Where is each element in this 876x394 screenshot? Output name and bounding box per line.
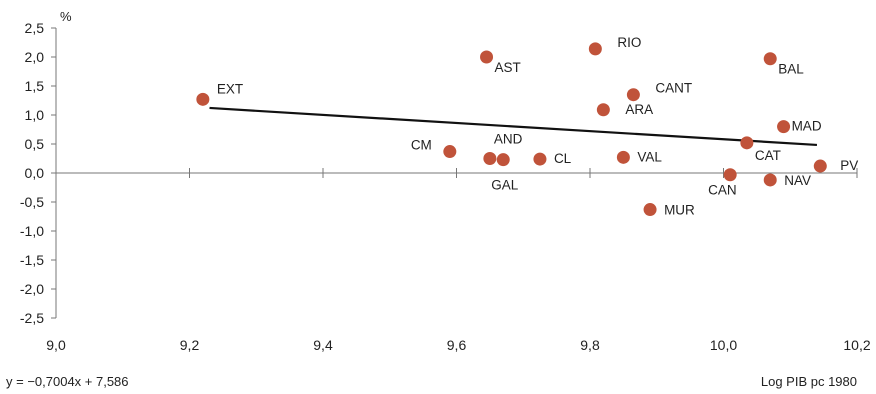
y-tick-label: -0,5 [20, 194, 44, 210]
y-tick-label: 1,0 [25, 107, 45, 123]
point-label-gal: GAL [491, 178, 519, 193]
y-tick-label: -1,0 [20, 223, 44, 239]
y-tick-label: -1,5 [20, 252, 44, 268]
data-point-rio [588, 42, 602, 56]
y-axis-unit-label: % [60, 9, 72, 24]
point-label-ara: ARA [625, 102, 653, 117]
data-point-cat [740, 136, 754, 150]
y-tick-label: 1,5 [25, 78, 45, 94]
data-point-can [723, 168, 737, 182]
data-point-ara [596, 103, 610, 117]
point-label-cant: CANT [655, 81, 692, 96]
point-label-rio: RIO [617, 35, 641, 50]
x-tick-label: 9,8 [580, 337, 600, 353]
trendline-equation: y = −0,7004x + 7,586 [6, 374, 129, 389]
data-point-cl [533, 152, 547, 166]
y-axis-ticks: 2,5 2,0 1,5 1,0 0,5 0,0 -0,5 -1,0 -1,5 -2,0 -2,5 [20, 20, 56, 326]
point-label-nav: NAV [784, 173, 811, 188]
x-tick-label: 9,0 [46, 337, 66, 353]
point-label-and: AND [494, 132, 523, 147]
data-point-bal [763, 52, 777, 66]
point-label-mad: MAD [792, 119, 822, 134]
y-tick-label: 0,0 [25, 165, 45, 181]
data-point-gal [496, 153, 510, 167]
data-point-ast [480, 50, 494, 64]
y-tick-label: 2,0 [25, 49, 45, 65]
x-axis-title: Log PIB pc 1980 [761, 374, 857, 389]
point-label-cat: CAT [755, 148, 781, 163]
point-label-ext: EXT [217, 81, 243, 96]
x-axis-ticks: 9,0 9,2 9,4 9,6 9,8 10,0 10,2 [46, 168, 871, 353]
data-point-cm [443, 145, 457, 159]
point-label-can: CAN [708, 183, 737, 198]
point-label-mur: MUR [664, 203, 695, 218]
data-point-pv [813, 159, 827, 173]
data-points: EXT CM AST AND GAL CL RIO ARA VAL CANT MUR CAN CAT BA… [196, 35, 858, 218]
y-tick-label: -2,5 [20, 310, 44, 326]
data-point-mur [643, 203, 657, 217]
data-point-and [483, 152, 497, 165]
x-tick-label: 9,4 [313, 337, 333, 353]
x-tick-label: 10,0 [710, 337, 737, 353]
data-point-ext [196, 92, 210, 106]
data-point-mad [777, 120, 791, 134]
x-tick-label: 9,2 [180, 337, 200, 353]
x-tick-label: 10,2 [843, 337, 870, 353]
point-label-pv: PV [840, 158, 858, 173]
data-point-val [616, 150, 630, 164]
point-label-val: VAL [637, 149, 662, 164]
trendline [209, 106, 818, 147]
data-point-nav [763, 173, 777, 187]
y-tick-label: 2,5 [25, 20, 45, 36]
x-tick-label: 9,6 [447, 337, 467, 353]
point-label-bal: BAL [778, 62, 804, 77]
point-label-cm: CM [411, 138, 432, 153]
point-label-ast: AST [495, 60, 521, 75]
y-tick-label: -2,0 [20, 281, 44, 297]
y-tick-label: 0,5 [25, 136, 45, 152]
data-point-cant [626, 88, 640, 102]
point-label-cl: CL [554, 151, 572, 166]
